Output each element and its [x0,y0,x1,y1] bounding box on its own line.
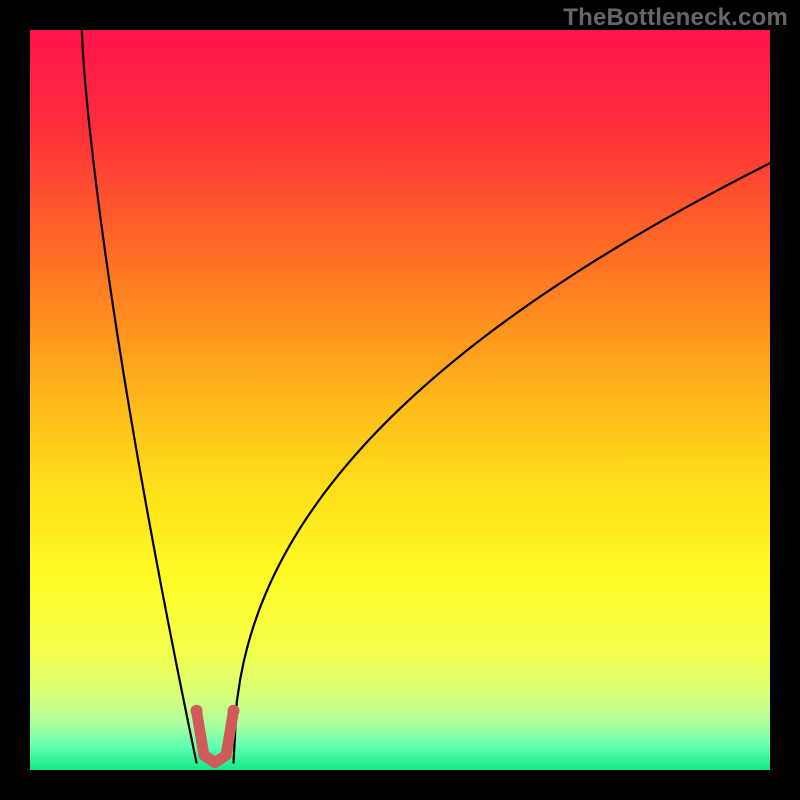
chart-frame: TheBottleneck.com [0,0,800,800]
valley-marker-dot [191,705,203,717]
chart-background [30,30,770,770]
watermark-text: TheBottleneck.com [563,4,788,32]
valley-marker-dot [228,705,240,717]
plot-area [30,30,770,770]
chart-svg [30,30,770,770]
